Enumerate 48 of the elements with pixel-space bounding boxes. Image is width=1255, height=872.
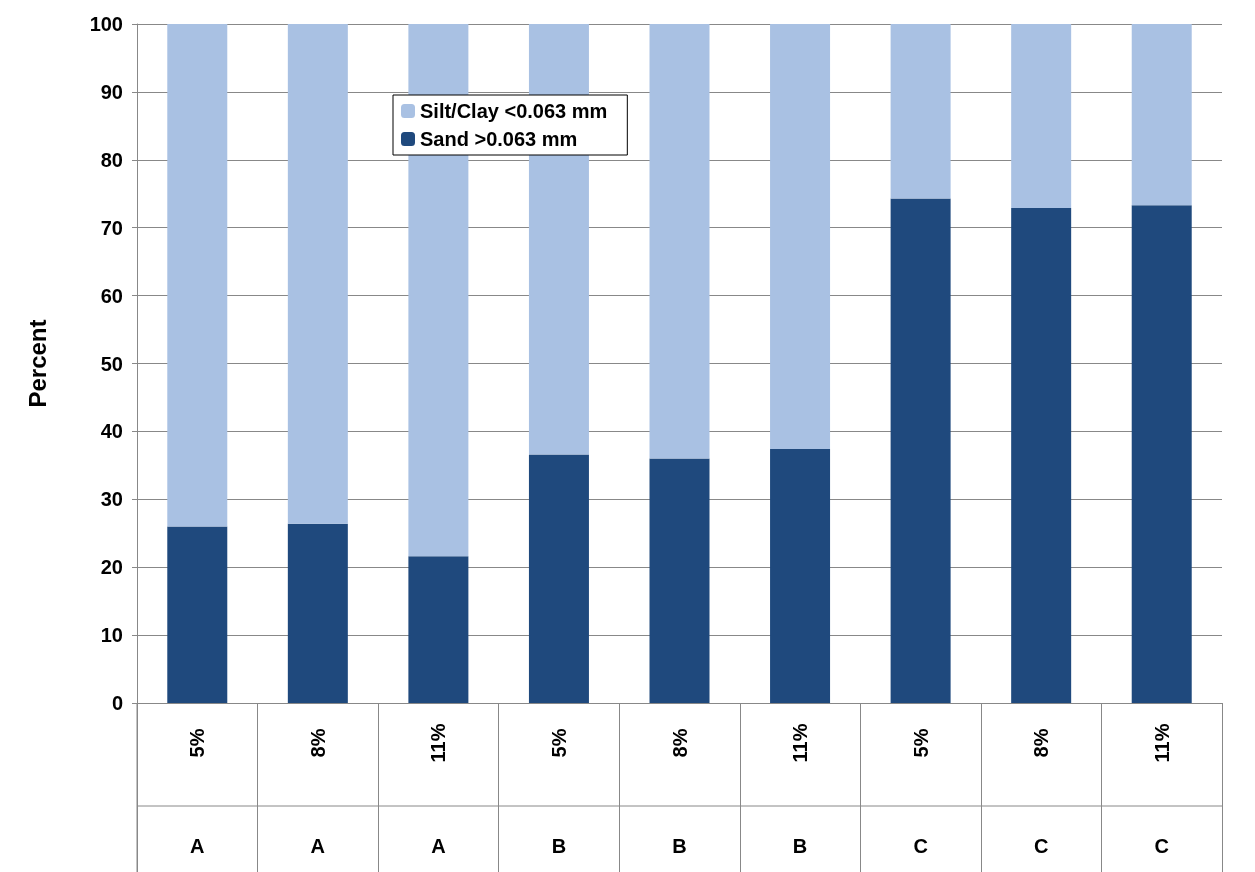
text: B xyxy=(551,835,567,857)
x-tick-label: 11% xyxy=(427,723,450,763)
bar xyxy=(890,198,951,703)
y-tick-label: 50 xyxy=(100,352,123,375)
bar xyxy=(287,24,348,524)
bar xyxy=(649,458,710,703)
text: B xyxy=(672,835,687,857)
bar xyxy=(1011,24,1072,209)
bar xyxy=(528,454,589,703)
y-tick-label: 80 xyxy=(100,148,123,171)
bar xyxy=(167,526,228,703)
y-tick-label: 10 xyxy=(100,624,123,647)
text: B xyxy=(792,835,808,857)
x-tick-label: 11% xyxy=(789,723,812,763)
x-tick-label: 5% xyxy=(909,728,932,758)
y-axis-title: Percent xyxy=(23,319,51,408)
legend-label: Sand >0.063 mm xyxy=(420,128,578,150)
legend-label: Silt/Clay <0.063 mm xyxy=(420,100,608,122)
text: C xyxy=(1033,835,1049,857)
y-tick-label: 20 xyxy=(100,556,123,579)
x-tick-label: 8% xyxy=(1030,728,1053,758)
x-tick-label: 11% xyxy=(1150,723,1173,763)
text: A xyxy=(310,835,326,857)
y-tick-label: 60 xyxy=(100,284,123,307)
x-tick-label: 5% xyxy=(547,728,570,758)
bar xyxy=(287,523,348,703)
text: A xyxy=(431,835,446,857)
bar xyxy=(408,556,469,703)
bar xyxy=(890,24,951,199)
y-tick-label: 100 xyxy=(89,13,123,35)
text: A xyxy=(190,835,205,857)
bar xyxy=(1131,24,1192,206)
y-tick-label: 40 xyxy=(100,420,123,443)
y-tick-label: 30 xyxy=(100,488,123,511)
bar xyxy=(770,24,831,450)
bar xyxy=(1011,208,1072,703)
bar xyxy=(167,24,228,527)
x-tick-label: 8% xyxy=(306,728,329,758)
x-tick-label: 8% xyxy=(668,728,691,758)
text: C xyxy=(1154,835,1169,857)
bar xyxy=(770,449,831,703)
text: C xyxy=(913,835,928,857)
bar xyxy=(1131,205,1192,703)
x-tick-label: 5% xyxy=(186,728,209,758)
y-tick-label: 70 xyxy=(100,216,123,239)
bar xyxy=(649,24,710,459)
y-tick-label: 0 xyxy=(111,692,123,714)
y-tick-label: 90 xyxy=(100,80,123,103)
